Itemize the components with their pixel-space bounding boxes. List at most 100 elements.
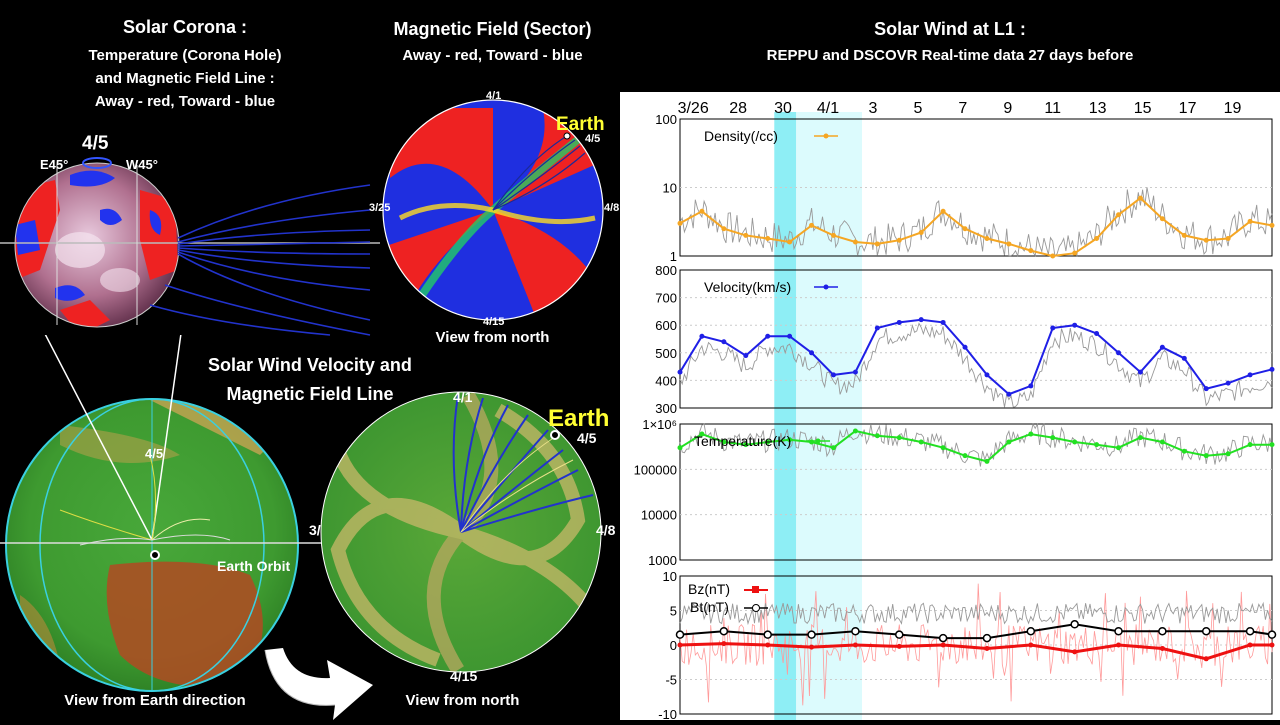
sector-caption: View from north [435, 329, 550, 346]
model-point [765, 333, 771, 339]
model-point [896, 435, 902, 441]
model-point [807, 630, 816, 639]
observed-line [679, 601, 1273, 626]
model-point [809, 222, 815, 228]
model-point [830, 445, 836, 451]
x-tick-label: 9 [1003, 100, 1012, 117]
model-point [1028, 431, 1034, 437]
model-point [918, 230, 924, 236]
model-point [765, 439, 771, 445]
x-tick-label: 3/26 [678, 100, 709, 117]
sector-disk [382, 99, 604, 321]
sector-date-left: 3/25 [369, 202, 391, 214]
solar-wind-charts: 3/26 28 30 4/1 3 5 7 9 11 13 15 17 19 100 10 1 Density(/… [620, 92, 1280, 722]
earth-view-date: 4/5 [145, 446, 164, 461]
model-point [1181, 355, 1187, 361]
model-point [763, 630, 772, 639]
model-point [1247, 642, 1253, 648]
model-point [1203, 237, 1209, 243]
model-point [1114, 626, 1123, 636]
model-point [721, 439, 727, 445]
model-point [896, 319, 902, 325]
model-point [1247, 442, 1253, 448]
wind-subtitle: REPPU and DSCOVR Real-time data 27 days … [766, 47, 1134, 64]
y-tick-label: 700 [655, 291, 677, 306]
x-tick-label: 28 [729, 100, 747, 117]
model-point [874, 241, 880, 247]
corona-title: Solar Corona : [122, 17, 247, 37]
model-point [940, 319, 946, 325]
solar-wind-chart-svg: 3/26 28 30 4/1 3 5 7 9 11 13 15 17 19100101Density(/… [634, 100, 1277, 722]
model-point [1137, 369, 1143, 375]
model-point [721, 226, 727, 232]
model-point [1116, 350, 1122, 356]
model-point [1072, 322, 1078, 328]
earth-view-globe [0, 335, 330, 692]
x-tick-label: 5 [913, 100, 922, 117]
model-point [809, 644, 815, 650]
rotate-arrow-icon [264, 648, 373, 720]
model-point [1094, 442, 1100, 448]
legend-label: Velocity(km/s) [704, 279, 791, 295]
legend-label: Temperature(K) [694, 433, 791, 449]
model-point [1269, 222, 1275, 228]
y-tick-label: 500 [655, 346, 677, 361]
model-point [699, 333, 705, 339]
model-point [787, 333, 793, 339]
model-point [699, 208, 705, 214]
model-point [874, 325, 880, 331]
y-tick-label: 400 [655, 373, 677, 388]
corona-subtitle-2: and Magnetic Field Line : [95, 70, 275, 87]
model-point [918, 317, 924, 323]
model-point [852, 239, 858, 245]
north-view-date-top: 4/1 [453, 389, 473, 405]
corona-w45-label: W45° [126, 157, 158, 172]
model-series-line [679, 196, 1273, 258]
y-tick-label: 10 [663, 569, 677, 584]
model-point [982, 633, 992, 643]
model-point [765, 642, 771, 648]
model-point [984, 236, 990, 242]
model-point [1269, 442, 1275, 448]
model-point [1247, 218, 1253, 224]
north-view-date-right: 4/8 [596, 522, 616, 538]
model-point [1070, 620, 1079, 629]
model-point [1137, 435, 1143, 441]
model-point [962, 453, 968, 459]
model-point [1006, 439, 1012, 445]
model-point [1116, 445, 1122, 451]
sector-date-top: 4/1 [486, 90, 502, 102]
model-point [1028, 248, 1034, 254]
model-point [1203, 386, 1209, 392]
north-view-date-bottom: 4/15 [450, 668, 478, 684]
model-point [940, 445, 946, 451]
y-tick-label: 800 [655, 263, 677, 278]
corona-date-label: 4/5 [82, 133, 109, 154]
model-point [1116, 212, 1122, 218]
x-tick-label: 17 [1179, 100, 1197, 117]
bz-observed-line [679, 583, 1273, 706]
model-series-line [679, 318, 1273, 396]
sector-date-earth: 4/5 [585, 133, 601, 145]
model-point [1072, 250, 1078, 256]
north-view-earth-label: Earth [548, 405, 610, 432]
model-point [852, 428, 858, 434]
north-view-date-earth: 4/5 [577, 430, 597, 446]
earth-view-caption: View from Earth direction [64, 692, 246, 709]
y-tick-label: 100 [655, 112, 677, 127]
model-point [940, 208, 946, 214]
model-point [675, 630, 685, 639]
model-point [1159, 645, 1165, 651]
legend-marker [815, 438, 821, 444]
model-point [1159, 439, 1165, 445]
x-tick-label: 3 [868, 100, 877, 117]
model-point [1225, 451, 1231, 457]
model-point [1247, 372, 1253, 378]
model-point [1245, 626, 1255, 636]
model-point [765, 236, 771, 242]
observed-line [679, 322, 1273, 408]
north-view-disk [320, 391, 602, 673]
model-point [677, 220, 683, 226]
x-tick-label: 7 [958, 100, 967, 117]
model-point [1006, 391, 1012, 397]
